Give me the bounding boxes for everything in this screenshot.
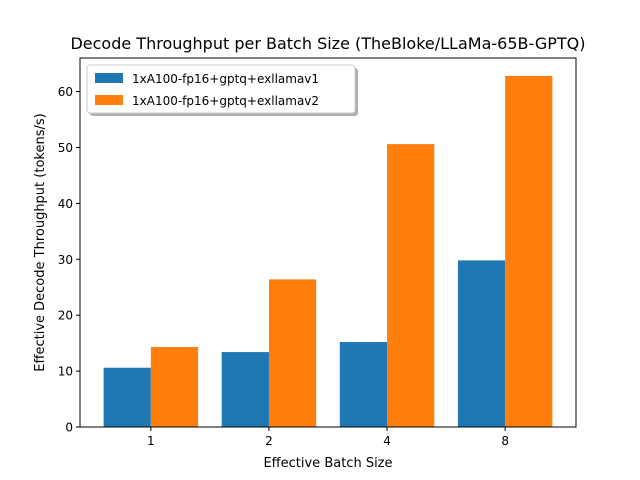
y-tick-label: 10: [58, 365, 73, 379]
bar-series2-4: [387, 144, 435, 427]
y-tick-label: 40: [58, 197, 73, 211]
y-tick-label: 50: [58, 141, 73, 155]
bar-series1-4: [339, 342, 388, 427]
x-tick-label: 2: [265, 434, 273, 448]
y-axis-label: Effective Decode Throughput (tokens/s): [33, 113, 48, 371]
bar-series1-2: [221, 352, 269, 427]
y-tick-label: 30: [58, 253, 73, 267]
bar-series1-8: [457, 260, 506, 427]
x-axis-label: Effective Batch Size: [263, 456, 392, 471]
y-axis: 0 10 20 30 40 50 60: [58, 85, 80, 435]
bar-series2-1: [150, 347, 199, 427]
legend: 1xA100-fp16+gptq+exllamav1 1xA100-fp16+gp…: [86, 64, 358, 116]
x-tick-label: 8: [501, 434, 509, 448]
legend-box: [86, 64, 356, 114]
x-axis: 1 2 4 8: [147, 427, 509, 448]
chart-title: Decode Throughput per Batch Size (TheBlo…: [70, 34, 585, 53]
y-tick-label: 20: [58, 309, 73, 323]
bars-layer: [103, 75, 553, 428]
legend-label-series1: 1xA100-fp16+gptq+exllamav1: [132, 72, 319, 86]
bar-series2-2: [268, 279, 317, 427]
legend-label-series2: 1xA100-fp16+gptq+exllamav2: [132, 94, 319, 108]
x-tick-label: 1: [147, 434, 155, 448]
x-tick-label: 4: [383, 434, 391, 448]
bar-series2-8: [505, 75, 553, 428]
y-tick-label: 0: [65, 421, 73, 435]
y-tick-label: 60: [58, 85, 73, 99]
bar-series1-1: [103, 367, 151, 427]
plot-area-frame: [79, 57, 577, 428]
legend-swatch-series2: [95, 95, 123, 105]
legend-swatch-series1: [95, 73, 123, 83]
